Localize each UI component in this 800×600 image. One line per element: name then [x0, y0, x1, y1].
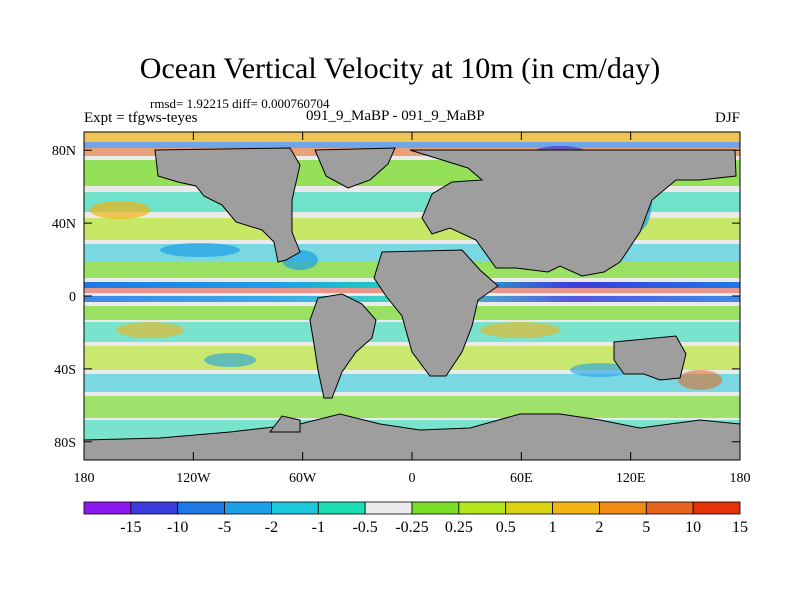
axis-ticks: 180 120W 60W 0 60E 120E 180 80N 40N 0 40S 80S: [52, 132, 751, 486]
chart-title: Ocean Vertical Velocity at 10m (in cm/da…: [139, 52, 661, 85]
colorbar-label: 2: [595, 519, 603, 536]
colorbar-label: -0.25: [395, 519, 428, 536]
colorbar-label: -10: [167, 519, 188, 536]
colorbar-swatch: [645, 501, 694, 515]
x-tick-label: 60W: [289, 471, 317, 486]
y-tick-label: 40N: [52, 217, 76, 232]
colorbar-swatch: [271, 501, 319, 515]
colorbar-label: 15: [732, 519, 748, 536]
colorbar-label: -1: [312, 519, 325, 536]
y-tick-label: 80S: [54, 436, 76, 451]
x-tick-label: 180: [74, 471, 95, 486]
stats-label: rmsd= 1.92215 diff= 0.000760704: [150, 96, 330, 111]
colorbar-swatch: [552, 501, 600, 515]
colorbar-label: 1: [549, 519, 557, 536]
colorbar-label: -15: [120, 519, 141, 536]
colorbar-swatch: [411, 501, 460, 515]
colorbar-swatch: [364, 501, 413, 515]
colorbar-label: -2: [265, 519, 278, 536]
colorbar: -15 -10 -5 -2 -1 -0.5 -0.25 0.25 0.5 1 2 5 10 15: [83, 501, 748, 536]
colorbar-swatch: [224, 501, 272, 515]
experiment-label: Expt = tfgws-teyes: [84, 110, 198, 126]
x-tick-label: 0: [409, 471, 416, 486]
x-tick-label: 60E: [510, 471, 533, 486]
colorbar-swatch: [83, 501, 132, 515]
season-label: DJF: [714, 110, 740, 126]
colorbar-label: 0.5: [496, 519, 516, 536]
colorbar-label: -0.5: [352, 519, 377, 536]
colorbar-swatch: [692, 501, 741, 515]
colorbar-swatch: [599, 501, 647, 515]
colorbar-label: 0.25: [445, 519, 473, 536]
colorbar-label: -5: [218, 519, 231, 536]
colorbar-label: 5: [642, 519, 650, 536]
colorbar-swatch: [458, 501, 507, 515]
velocity-field: [84, 132, 740, 460]
x-tick-label: 120E: [616, 471, 646, 486]
colorbar-swatch: [317, 501, 366, 515]
colorbar-label: 10: [685, 519, 701, 536]
colorbar-swatch: [130, 501, 179, 515]
x-tick-label: 120W: [176, 471, 211, 486]
colorbar-swatch: [177, 501, 225, 515]
x-tick-label: 180: [730, 471, 751, 486]
land: [84, 147, 740, 460]
subtitle: 091_9_MaBP - 091_9_MaBP: [306, 108, 485, 124]
colorbar-swatch: [505, 501, 553, 515]
y-tick-label: 40S: [54, 363, 76, 378]
y-tick-label: 80N: [52, 144, 76, 159]
y-tick-label: 0: [69, 290, 76, 305]
